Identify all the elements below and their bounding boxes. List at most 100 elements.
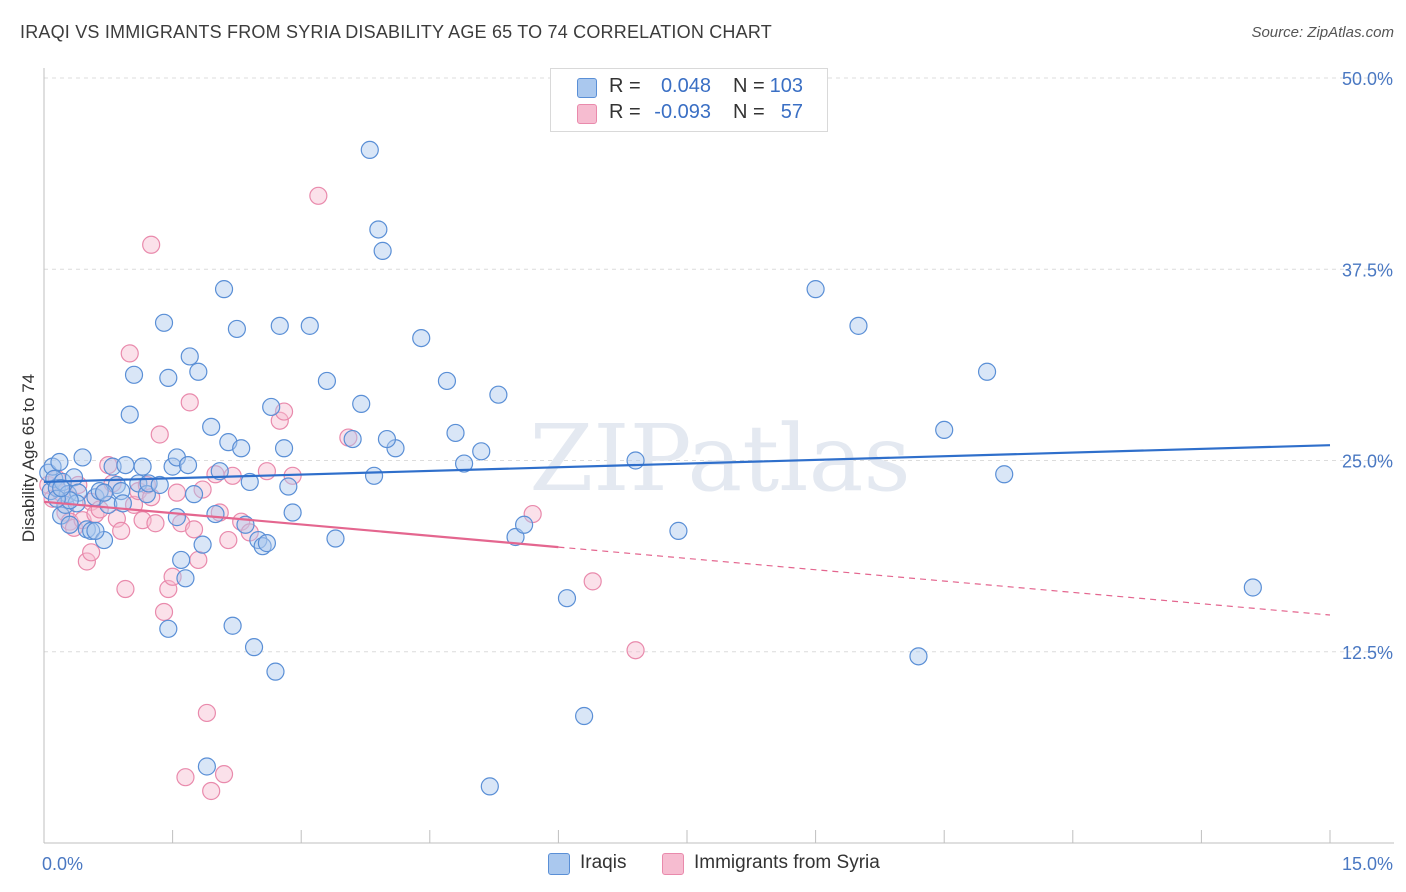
iraqi-point xyxy=(995,465,1014,484)
y-tick-label: 12.5% xyxy=(1342,643,1393,663)
iraqi-point xyxy=(257,534,277,553)
syria-point xyxy=(116,579,135,599)
series-legend: Iraqis Immigrants from Syria xyxy=(0,852,1406,878)
syria-point xyxy=(154,602,174,622)
syria-point xyxy=(197,703,216,723)
iraqi-point xyxy=(159,368,178,387)
syria-point xyxy=(77,552,96,571)
iraqi-point xyxy=(977,362,997,381)
syria-trend-line-extension xyxy=(558,546,1331,616)
syria-point xyxy=(309,186,328,205)
iraqi-point xyxy=(50,452,69,472)
iraqi-point xyxy=(163,457,182,476)
iraqi-point xyxy=(669,521,688,540)
syria-point xyxy=(219,530,238,550)
syria-point xyxy=(167,483,186,502)
iraqi-point xyxy=(515,515,534,534)
iraqi-point xyxy=(343,429,362,449)
iraqi-point xyxy=(86,521,105,540)
syria-point xyxy=(112,521,131,540)
iraqi-point xyxy=(223,616,242,635)
iraqi-point xyxy=(116,455,135,475)
iraqi-point xyxy=(557,589,577,608)
iraqi-point xyxy=(270,316,289,335)
legend-r-value: 0.048 xyxy=(660,75,711,97)
iraqi-point xyxy=(262,397,281,417)
syria-point xyxy=(193,480,212,499)
iraqi-point xyxy=(206,504,225,524)
x-tick-label: 15.0% xyxy=(1342,854,1393,874)
legend-r-label: R = xyxy=(609,75,641,97)
legend-label-iraqis: Iraqis xyxy=(580,852,627,873)
iraqi-point xyxy=(240,472,259,492)
iraqi-point xyxy=(1243,578,1262,597)
legend-swatch-syria xyxy=(662,853,684,875)
iraqi-point xyxy=(82,521,101,540)
y-tick-label: 37.5% xyxy=(1342,260,1393,280)
iraqi-point xyxy=(806,280,825,299)
iraqi-point xyxy=(377,429,397,449)
syria-point xyxy=(176,768,195,787)
iraqi-point xyxy=(124,365,144,384)
iraqi-point xyxy=(176,569,195,588)
iraqi-point xyxy=(214,280,234,299)
syria-point xyxy=(626,641,645,660)
syria-point xyxy=(120,344,139,363)
iraqi-point xyxy=(178,455,198,475)
iraqi-point xyxy=(412,329,431,348)
syria-point xyxy=(180,393,199,412)
iraqi-point xyxy=(202,417,221,436)
legend-n-label: N = xyxy=(733,75,765,97)
legend-r-value: -0.093 xyxy=(654,101,711,123)
iraqi-point xyxy=(159,619,178,638)
iraqi-point xyxy=(364,466,384,485)
syria-point xyxy=(202,781,221,801)
iraqi-point xyxy=(274,439,294,458)
iraqi-point xyxy=(373,241,392,260)
iraqi-point xyxy=(279,477,298,496)
syria-point xyxy=(142,235,161,254)
syria-point xyxy=(184,520,204,539)
iraqi-point xyxy=(232,439,251,458)
iraqi-point xyxy=(150,475,169,495)
iraqi-point xyxy=(244,638,264,657)
iraqi-point xyxy=(193,535,212,554)
y-tick-label: 25.0% xyxy=(1342,452,1393,472)
iraqi-point xyxy=(935,420,954,439)
legend-n-value: 103 xyxy=(769,75,803,97)
legend-row-syria: R = -0.093 N = 57 xyxy=(551,101,827,127)
trend-lines xyxy=(43,444,1331,616)
legend-row-iraqis: R = 0.048 N = 103 xyxy=(551,75,827,101)
syria-point xyxy=(214,765,234,784)
iraqi-point xyxy=(60,515,79,534)
iraqi-point xyxy=(360,140,379,160)
iraqi-point xyxy=(489,385,508,404)
iraqi-point xyxy=(575,706,594,726)
chart-title: IRAQI VS IMMIGRANTS FROM SYRIA DISABILIT… xyxy=(20,22,772,42)
source-label: Source: ZipAtlas.com xyxy=(1251,24,1394,41)
iraqi-point xyxy=(94,483,114,502)
iraqi-point xyxy=(300,316,319,335)
iraqi-point xyxy=(454,454,474,473)
iraqi-point xyxy=(227,319,246,339)
iraqi-point xyxy=(480,777,499,796)
iraqi-point xyxy=(437,371,457,391)
iraqi-point xyxy=(266,662,285,681)
iraqi-point xyxy=(283,503,302,522)
y-axis-label: Disability Age 65 to 74 xyxy=(19,374,38,542)
legend-r-label: R = xyxy=(609,101,641,123)
iraqi-point xyxy=(184,485,204,504)
syria-point xyxy=(150,425,169,444)
iraqi-point xyxy=(472,442,491,461)
syria-point xyxy=(583,572,602,591)
iraqi-point xyxy=(189,362,208,381)
gridlines xyxy=(44,77,1394,653)
iraqi-point xyxy=(167,508,186,527)
iraqi-points xyxy=(39,140,1262,796)
tick-labels: 12.5% 25.0% 37.5% 50.0% 0.0% 15.0% xyxy=(42,69,1393,874)
syria-point xyxy=(257,462,277,481)
correlation-legend: R = 0.048 N = 103 R = -0.093 N = 57 xyxy=(550,68,828,132)
iraqi-point xyxy=(73,448,92,467)
legend-swatch-syria xyxy=(577,104,597,124)
iraqi-point xyxy=(369,220,388,239)
